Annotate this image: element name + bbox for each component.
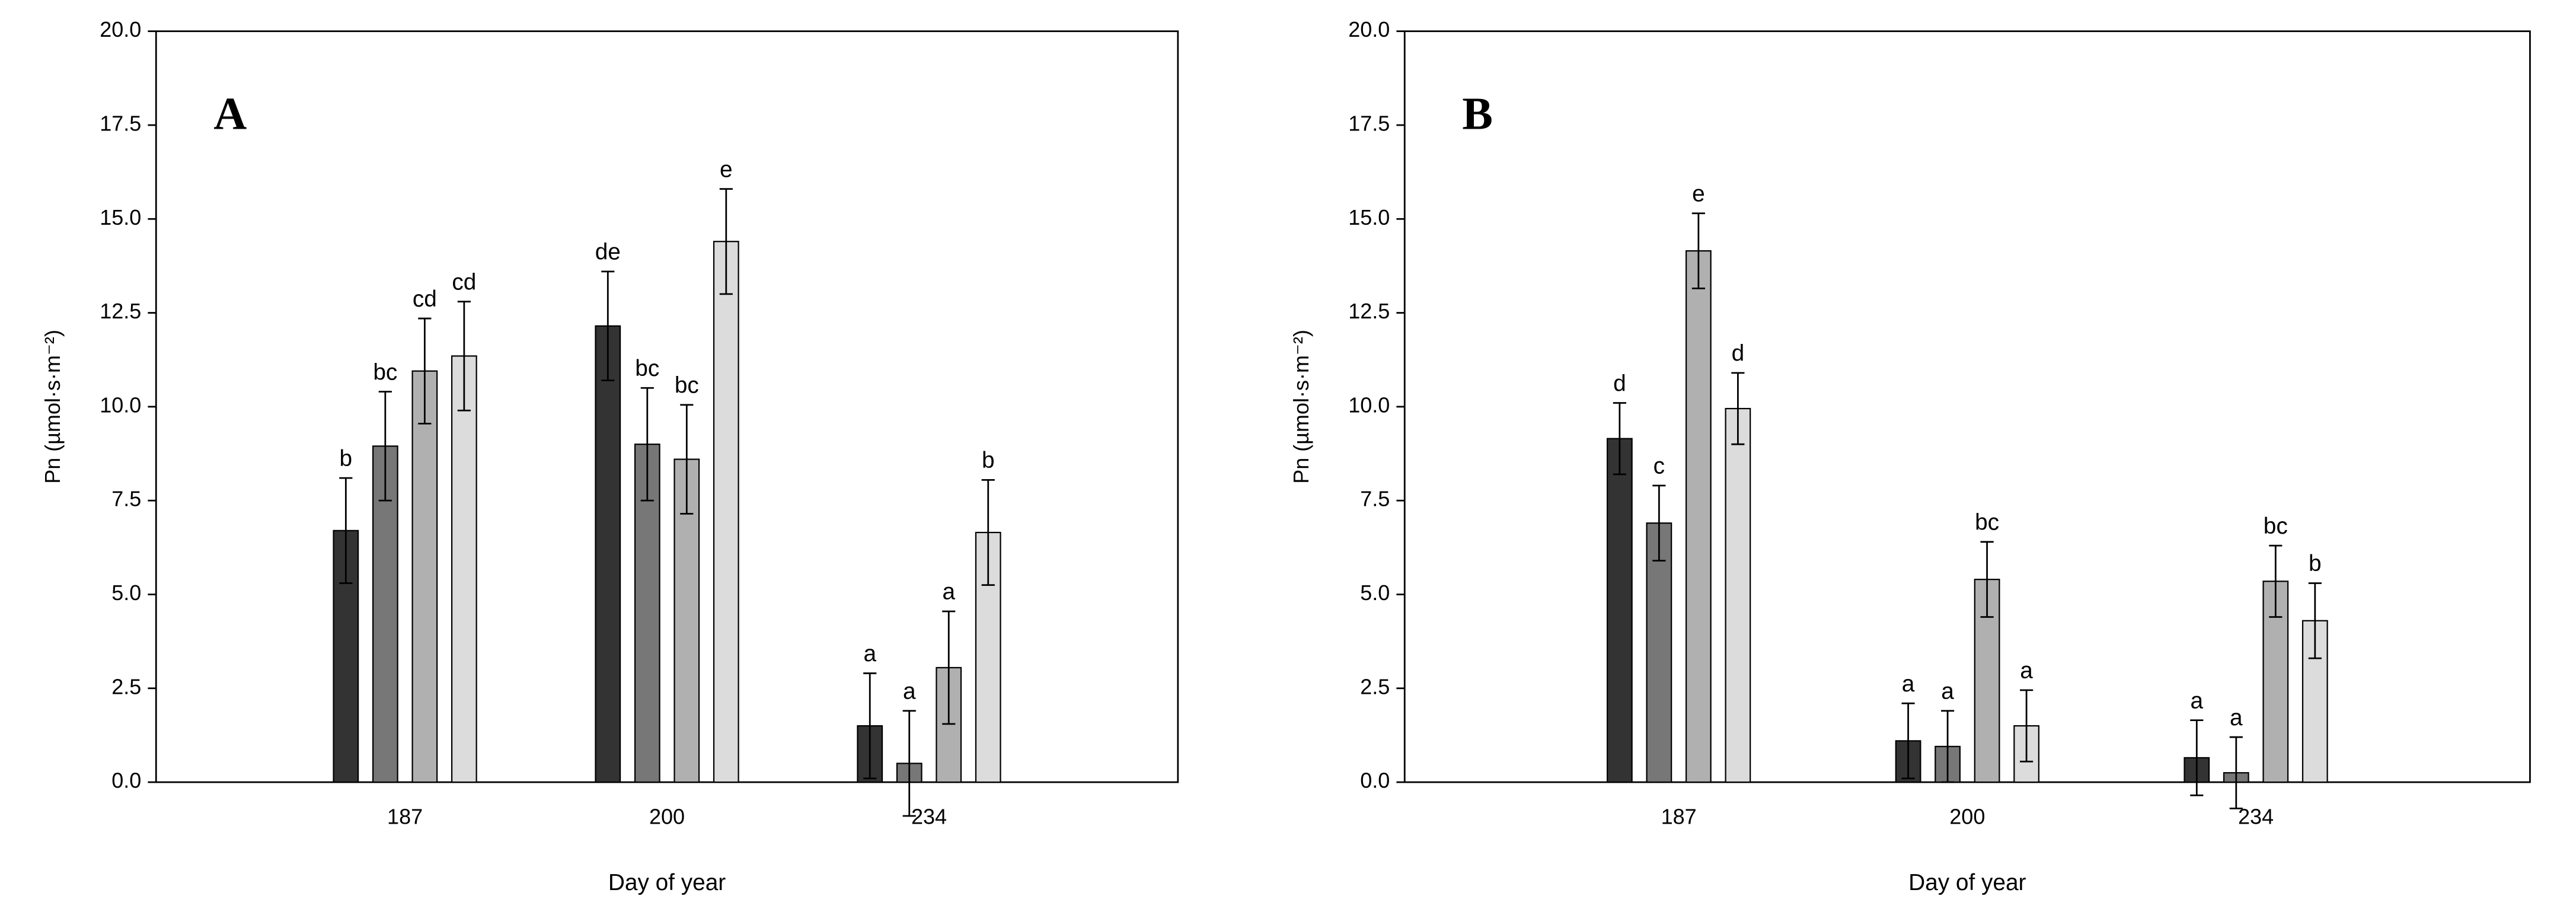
x-tick-label: 187 bbox=[387, 805, 423, 829]
error-bar bbox=[1731, 372, 1745, 445]
significance-letter: e bbox=[720, 157, 733, 182]
significance-letter: bc bbox=[2264, 514, 2288, 539]
y-tick-label: 5.0 bbox=[111, 581, 141, 605]
significance-letter: d bbox=[1613, 371, 1626, 396]
error-bar bbox=[2308, 582, 2322, 659]
error-bar bbox=[457, 301, 471, 412]
x-tick-label: 200 bbox=[649, 805, 685, 829]
panel-label: A bbox=[213, 88, 247, 139]
significance-letter: c bbox=[1654, 454, 1665, 479]
error-bar bbox=[2229, 736, 2243, 809]
y-axis-label: Pn (µmol·s·m⁻²) bbox=[1289, 330, 1313, 484]
y-tick-label: 2.5 bbox=[1360, 674, 1390, 699]
x-tick-label: 187 bbox=[1661, 805, 1697, 829]
significance-letter: a bbox=[863, 641, 876, 667]
y-tick-label: 20.0 bbox=[1348, 17, 1390, 42]
significance-letter: a bbox=[942, 579, 955, 605]
bar bbox=[451, 355, 477, 783]
error-bar bbox=[418, 317, 432, 425]
error-bar bbox=[863, 672, 877, 780]
significance-letter: bc bbox=[1975, 510, 1999, 535]
error-bar bbox=[1901, 702, 1915, 780]
error-bar bbox=[2269, 544, 2283, 618]
y-axis-label: Pn (µmol·s·m⁻²) bbox=[40, 330, 65, 484]
bar bbox=[595, 325, 621, 783]
bar bbox=[1646, 522, 1672, 783]
error-bar bbox=[1652, 484, 1666, 562]
error-bar bbox=[1691, 212, 1705, 289]
significance-letter: b bbox=[340, 446, 353, 471]
y-tick-label: 15.0 bbox=[100, 205, 141, 229]
error-bar bbox=[942, 610, 956, 725]
y-tick-label: 17.5 bbox=[100, 111, 141, 135]
bar bbox=[1606, 438, 1633, 783]
significance-letter: a bbox=[903, 679, 916, 704]
bar bbox=[1685, 250, 1712, 783]
error-bar bbox=[2190, 719, 2204, 796]
significance-letter: de bbox=[595, 240, 621, 265]
error-bar bbox=[719, 188, 733, 295]
panel-label: B bbox=[1462, 88, 1493, 139]
significance-letter: b bbox=[982, 448, 995, 473]
y-tick-label: 2.5 bbox=[111, 674, 141, 699]
bar bbox=[411, 370, 438, 783]
error-bar bbox=[902, 710, 916, 817]
y-tick-label: 17.5 bbox=[1348, 111, 1390, 135]
significance-letter: bc bbox=[635, 356, 659, 381]
significance-letter: a bbox=[2020, 658, 2033, 684]
error-bar bbox=[1980, 541, 1994, 618]
y-tick-label: 7.5 bbox=[1360, 487, 1390, 511]
significance-letter: a bbox=[2230, 705, 2243, 731]
significance-letter: d bbox=[1732, 341, 1745, 366]
error-bar bbox=[680, 404, 694, 515]
y-tick-label: 20.0 bbox=[100, 17, 141, 42]
x-tick-label: 234 bbox=[911, 805, 947, 829]
error-bar bbox=[2020, 689, 2034, 763]
plot-frame bbox=[155, 30, 1179, 783]
y-tick-label: 0.0 bbox=[111, 768, 141, 793]
significance-letter: a bbox=[1902, 671, 1915, 697]
error-bar bbox=[1613, 402, 1626, 476]
significance-letter: a bbox=[1941, 679, 1954, 704]
error-bar bbox=[1940, 710, 1955, 783]
bar bbox=[713, 241, 739, 783]
significance-letter: cd bbox=[452, 269, 476, 295]
y-tick-label: 10.0 bbox=[1348, 393, 1390, 417]
error-bar bbox=[640, 387, 654, 502]
x-axis-label: Day of year bbox=[1908, 870, 2026, 895]
error-bar bbox=[981, 479, 995, 586]
significance-letter: e bbox=[1692, 181, 1705, 207]
significance-letter: b bbox=[2309, 551, 2322, 576]
significance-letter: a bbox=[2190, 688, 2203, 713]
y-tick-label: 5.0 bbox=[1360, 581, 1390, 605]
y-tick-label: 7.5 bbox=[111, 487, 141, 511]
y-tick-label: 0.0 bbox=[1360, 768, 1390, 793]
y-tick-label: 12.5 bbox=[100, 299, 141, 323]
y-tick-label: 15.0 bbox=[1348, 205, 1390, 229]
significance-letter: cd bbox=[413, 286, 437, 312]
plot-frame bbox=[1403, 30, 2531, 783]
y-tick-label: 12.5 bbox=[1348, 299, 1390, 323]
significance-letter: bc bbox=[373, 359, 397, 385]
error-bar bbox=[339, 477, 353, 584]
x-tick-label: 234 bbox=[2238, 805, 2274, 829]
error-bar bbox=[378, 391, 392, 502]
y-tick-label: 10.0 bbox=[100, 393, 141, 417]
x-axis-label: Day of year bbox=[608, 870, 726, 895]
significance-letter: bc bbox=[675, 372, 699, 398]
error-bar bbox=[601, 270, 615, 381]
x-tick-label: 200 bbox=[1949, 805, 1985, 829]
bar bbox=[1725, 407, 1751, 783]
